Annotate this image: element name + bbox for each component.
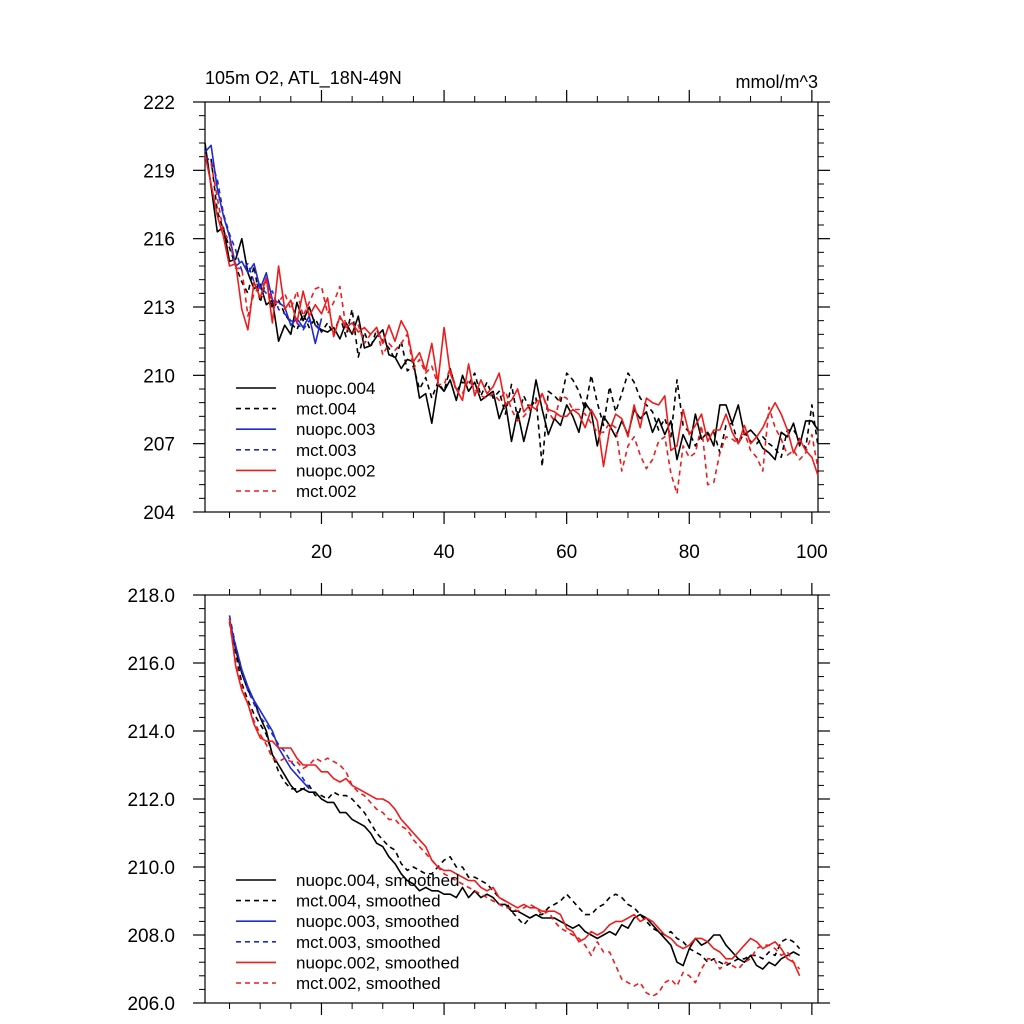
top-ytick-label: 219 [143,161,175,182]
bottom-series-nuopc-002-smoothed [228,618,801,977]
top-legend-label-mct-003: mct.003 [296,441,356,460]
top-series-nuopc-004 [204,142,819,461]
top-ytick-label: 210 [143,366,175,387]
bottom-panel: 206.0 208.0 210.0 212.0 214.0 216.0 218.0 nuopc… [127,583,830,1015]
top-ytick-label: 216 [143,230,175,251]
top-xtick-label: 60 [556,542,577,563]
top-xtick-label: 20 [311,542,332,563]
bottom-legend-label-nuopc-003-smoothed: nuopc.003, smoothed [296,912,460,931]
bottom-legend-label-mct-003-smoothed: mct.003, smoothed [296,933,441,952]
top-legend-label-nuopc-004: nuopc.004 [296,379,375,398]
bottom-legend-label-mct-002-smoothed: mct.002, smoothed [296,974,441,993]
top-series-mct-003 [204,156,323,333]
top-xtick-label: 100 [796,542,828,563]
top-ytick-label: 207 [143,435,175,456]
top-ytick-label: 213 [143,298,175,319]
top-chart-title: 105m O2, ATL_18N-49N [205,68,402,89]
bottom-legend-label-mct-004-smoothed: mct.004, smoothed [296,892,441,911]
top-series-mct-002 [210,163,819,495]
top-ytick-label: 222 [143,93,175,114]
top-series-mct-004 [210,158,819,468]
bottom-ytick-label: 214.0 [127,722,175,743]
top-legend-label-mct-004: mct.004 [296,400,356,419]
top-panel: 204 207 210 213 216 219 222 20 40 60 80 100 105m O2,… [143,68,830,563]
bottom-series-nuopc-004-smoothed [228,618,800,970]
bottom-ytick-label: 216.0 [127,654,175,675]
top-xtick-label: 40 [433,542,454,563]
top-xtick-label: 80 [679,542,700,563]
top-legend-label-mct-002: mct.002 [296,482,356,501]
bottom-series-mct-004-smoothed [228,622,801,967]
bottom-ytick-label: 206.0 [127,994,175,1015]
bottom-legend-label-nuopc-004-smoothed: nuopc.004, smoothed [296,871,460,890]
bottom-legend-label-nuopc-002-smoothed: nuopc.002, smoothed [296,953,460,972]
bottom-ytick-label: 208.0 [127,926,175,947]
bottom-ytick-label: 218.0 [127,586,175,607]
bottom-ytick-label: 212.0 [127,790,175,811]
top-ytick-label: 204 [143,503,175,524]
top-series-nuopc-002 [204,154,819,476]
top-units-label: mmol/m^3 [736,72,818,92]
bottom-ytick-label: 210.0 [127,858,175,879]
bottom-series-nuopc-003-smoothed [228,621,310,790]
top-legend-label-nuopc-003: nuopc.003 [296,420,375,439]
top-legend-label-nuopc-002: nuopc.002 [296,461,375,480]
